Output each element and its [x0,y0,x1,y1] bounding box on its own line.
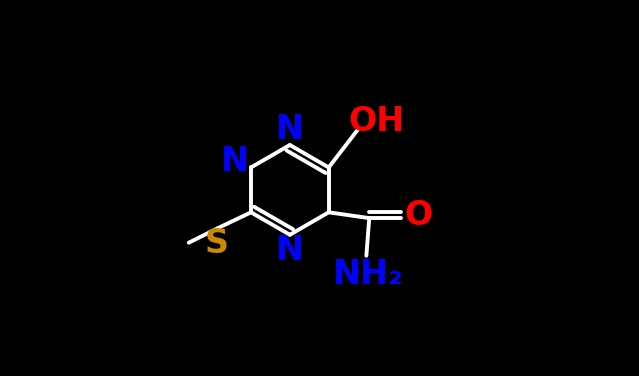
Text: S: S [204,227,228,260]
Text: N: N [221,145,249,177]
Text: N: N [276,234,304,267]
Text: O: O [404,199,433,232]
Text: OH: OH [348,105,404,138]
Text: N: N [276,112,304,146]
Text: NH₂: NH₂ [332,258,403,291]
